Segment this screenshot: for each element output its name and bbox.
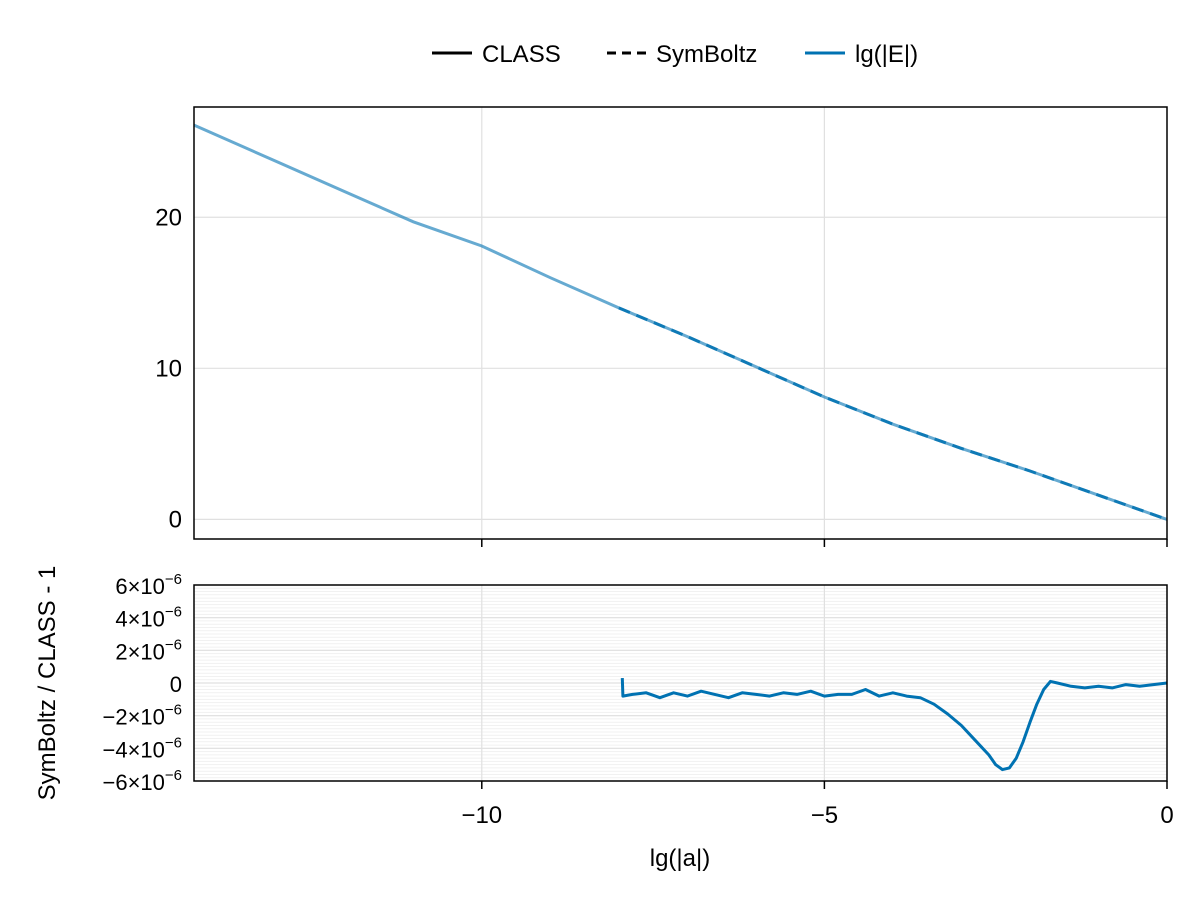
- legend: CLASS SymBoltz lg(|E|): [432, 41, 918, 68]
- top-ticks: 0 10 20: [155, 204, 1168, 547]
- y-tick-label: 0: [169, 506, 182, 533]
- x-axis-label: lg(|a|): [650, 845, 710, 872]
- legend-label-lgE: lg(|E|): [855, 41, 918, 68]
- bottom-y-axis-label: SymBoltz / CLASS - 1: [34, 566, 61, 801]
- bottom-ticks: −10 −5 0 6×10−6 4×10−6 2×10−6 0 −2×10−6 −4×10−6 −…: [102, 571, 1173, 829]
- legend-label-class: CLASS: [482, 41, 561, 68]
- y-tick-label: 4×10−6: [115, 604, 182, 632]
- series-line-class: [193, 123, 1168, 521]
- y-tick-label: 0: [170, 672, 182, 697]
- y-tick-label: 6×10−6: [115, 571, 182, 599]
- y-tick-label: −6×10−6: [102, 767, 182, 795]
- top-series: [193, 123, 1168, 521]
- y-tick-label: 2×10−6: [115, 636, 182, 664]
- x-tick-label: −5: [811, 802, 838, 829]
- y-tick-label: 10: [155, 355, 182, 382]
- x-tick-label: 0: [1160, 802, 1173, 829]
- y-tick-label: −2×10−6: [102, 702, 182, 730]
- series-line-symboltz: [618, 306, 1168, 521]
- legend-label-symboltz: SymBoltz: [656, 41, 757, 68]
- y-tick-label: −4×10−6: [102, 734, 182, 762]
- y-tick-label: 20: [155, 204, 182, 231]
- top-grid: [194, 107, 1167, 539]
- top-panel: 0 10 20: [155, 106, 1168, 547]
- top-frame: [193, 106, 1168, 540]
- bottom-grid: [194, 585, 1167, 781]
- bottom-frame: [193, 584, 1168, 782]
- bottom-panel: −10 −5 0 6×10−6 4×10−6 2×10−6 0 −2×10−6 −4×10−6 −…: [102, 571, 1173, 829]
- x-tick-label: −10: [461, 802, 502, 829]
- bottom-series: [620, 678, 1168, 772]
- series-line-relative-difference: [620, 678, 1168, 772]
